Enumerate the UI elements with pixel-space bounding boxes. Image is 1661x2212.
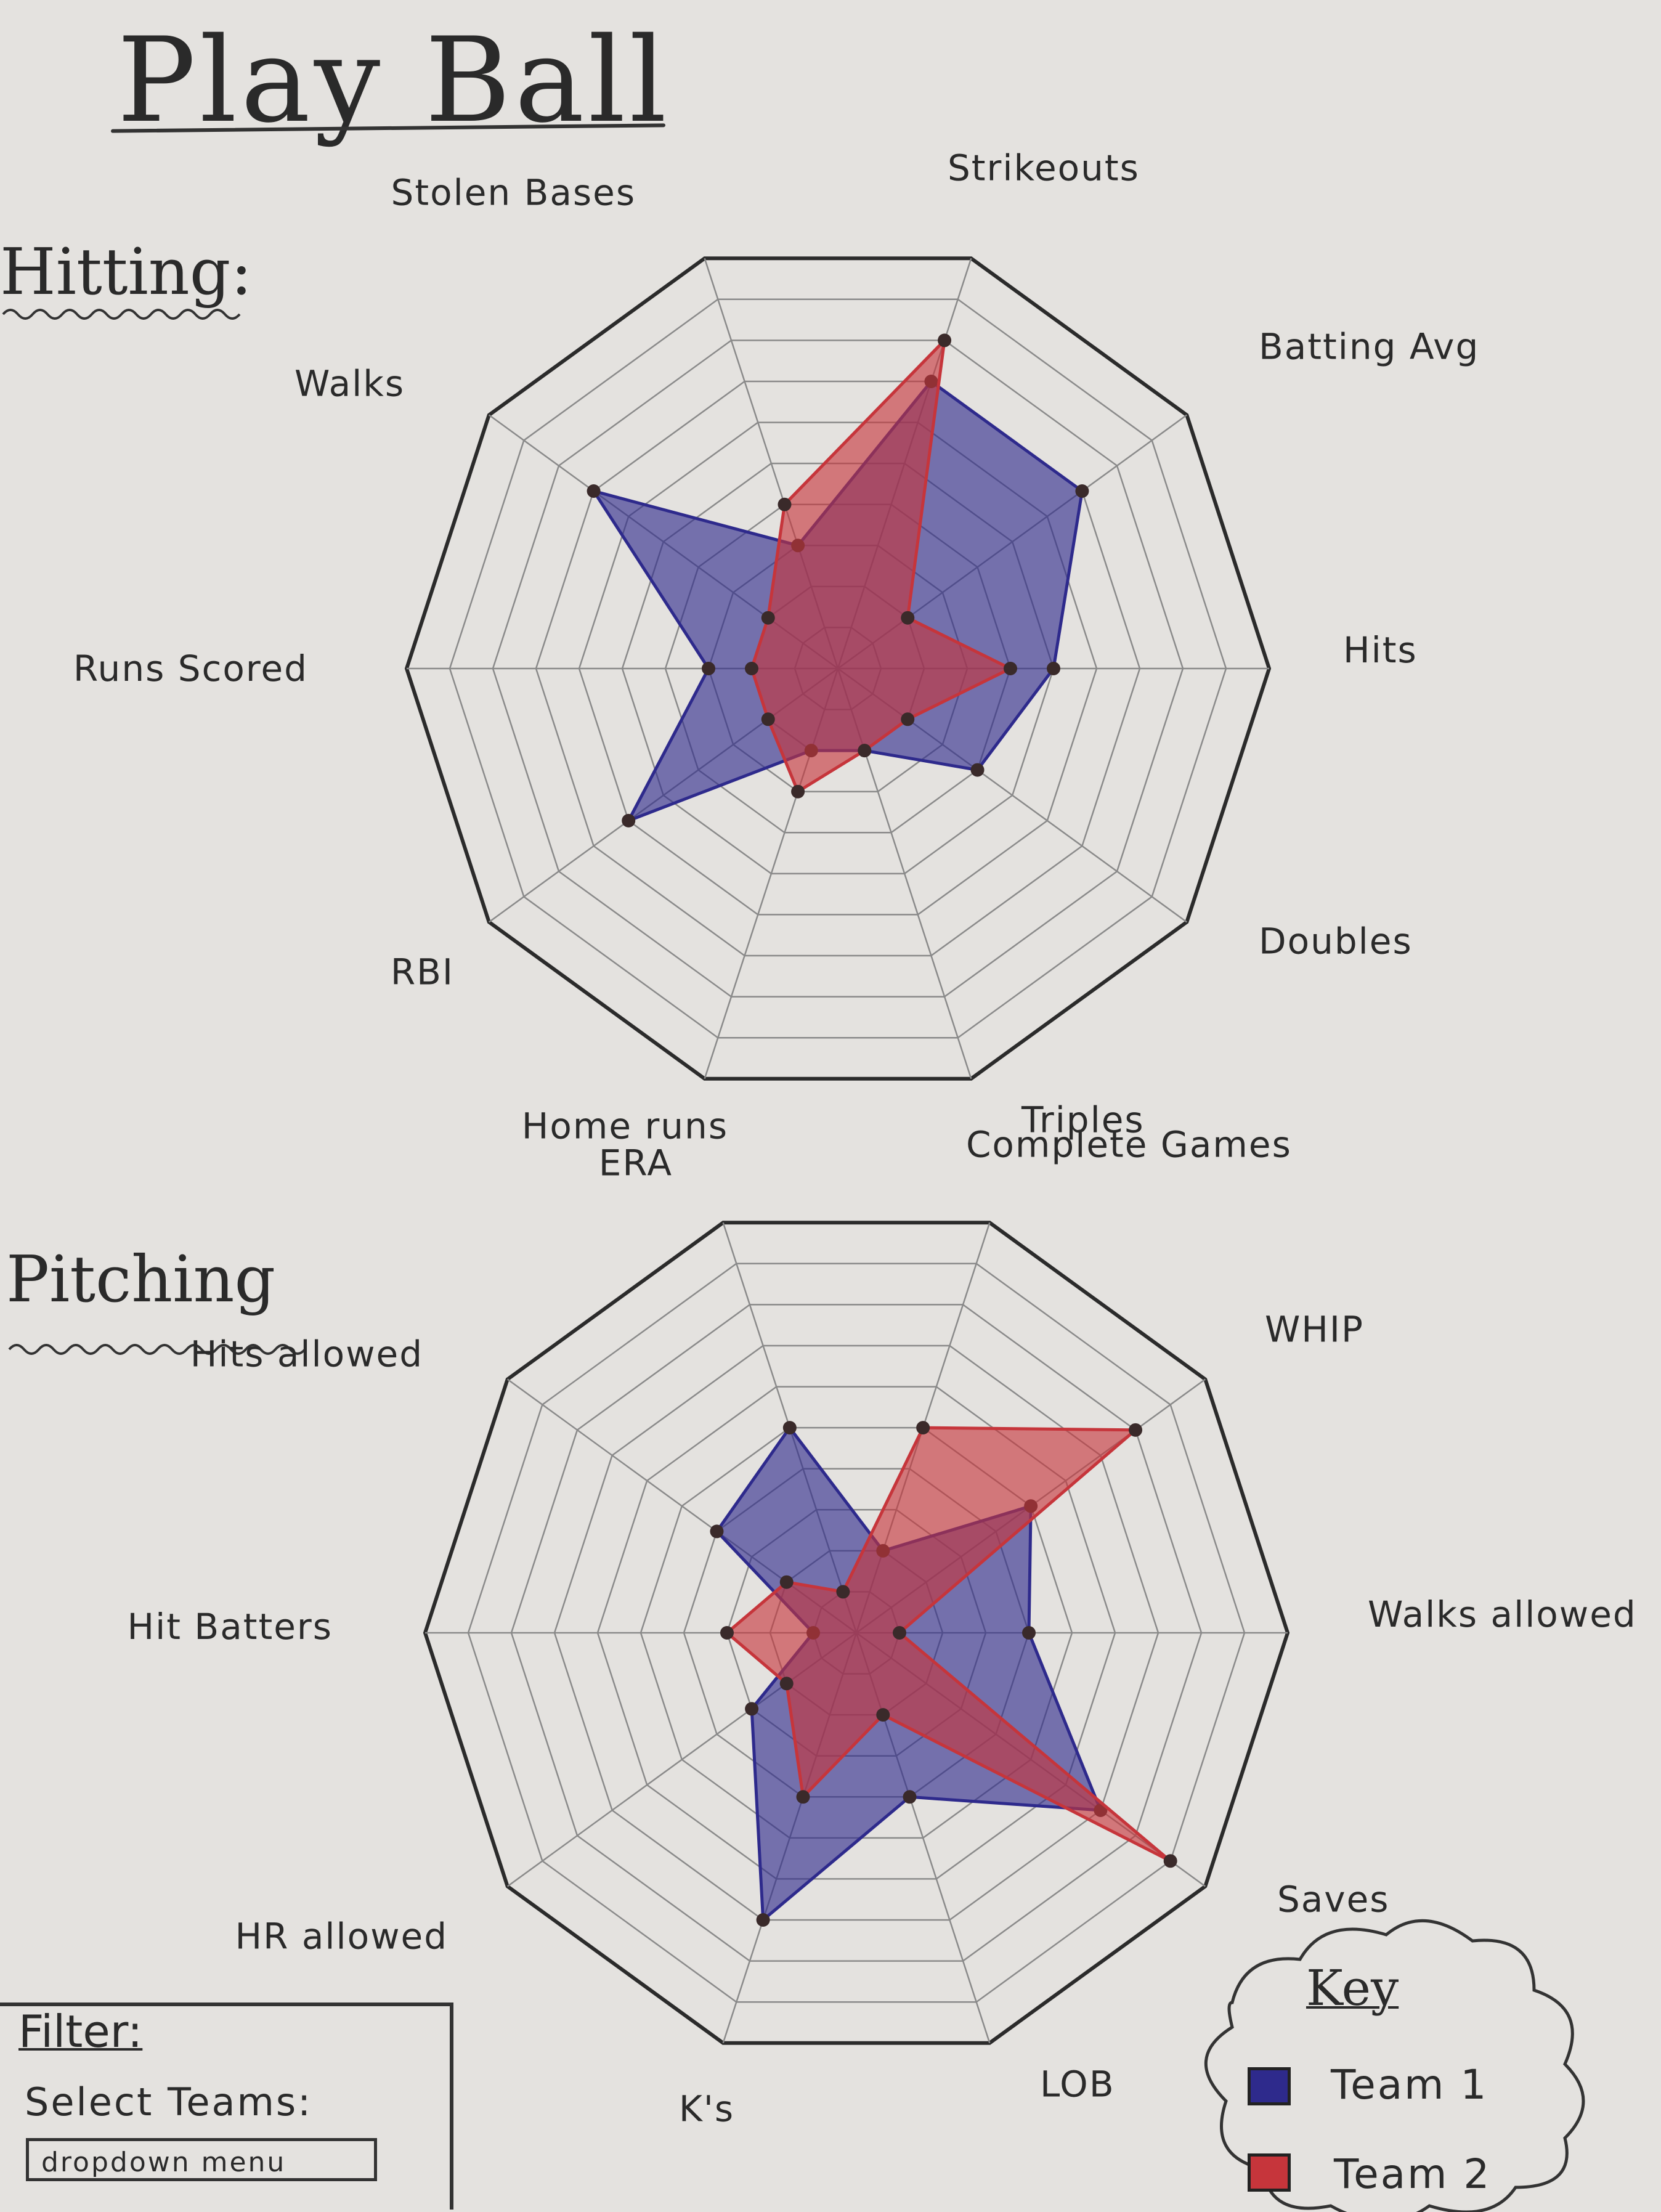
hitting-section-label: Hitting: — [0, 234, 253, 309]
axis-label-runs-scored: Runs Scored — [73, 648, 308, 689]
data-point-team1-hits — [1047, 662, 1060, 675]
data-point-team1-walks-allowed — [1022, 1626, 1036, 1640]
select-teams-label: Select Teams: — [25, 2080, 313, 2125]
data-point-team2-rbi — [761, 712, 775, 726]
data-point-team1-rbi — [622, 813, 636, 827]
axis-label-era: ERA — [599, 1142, 673, 1184]
team-dropdown[interactable]: dropdown menu — [26, 2138, 377, 2181]
hitting-squiggle — [2, 309, 241, 320]
data-point-team2-hits-allowed — [779, 1575, 794, 1589]
data-point-team1-runs-scored — [702, 662, 715, 675]
axis-label-hit-batters: Hit Batters — [128, 1606, 333, 1648]
team1-legend-label: Team 1 — [1331, 2061, 1488, 2108]
axis-label-walks-allowed: Walks allowed — [1368, 1593, 1637, 1635]
axis-label-rbi: RBI — [391, 951, 454, 993]
data-point-team2-home-runs — [791, 784, 805, 799]
data-point-team1-lob — [903, 1790, 917, 1804]
data-point-team2-hr-allowed — [779, 1677, 794, 1691]
axis-label-hits-allowed: Hits allowed — [190, 1333, 423, 1375]
data-point-team2-era — [836, 1585, 850, 1599]
data-point-team2-stolen-bases — [778, 497, 792, 511]
axis-label-hr-allowed: HR allowed — [235, 1916, 449, 1958]
filter-title: Filter: — [18, 2006, 143, 2057]
axis-label-triples: Triples — [1021, 1099, 1145, 1141]
data-point-team2-saves — [1163, 1854, 1177, 1868]
axis-label-batting-avg: Batting Avg — [1259, 325, 1479, 367]
radar-chart-hitting: Strikeouts Batting Avg Hits Doubles Triples H… — [73, 147, 1479, 1147]
data-point-team2-lob — [876, 1708, 890, 1722]
pitching-section-label: Pitching — [6, 1242, 276, 1317]
data-point-team1-era — [782, 1421, 797, 1435]
axis-label-home-runs: Home runs — [522, 1105, 728, 1147]
data-point-team2-walks — [761, 611, 775, 625]
axis-label-whip: WHIP — [1265, 1308, 1364, 1350]
axis-label-doubles: Doubles — [1259, 921, 1413, 962]
data-point-team1-doubles — [970, 763, 985, 777]
axis-label-strikeouts: Strikeouts — [948, 147, 1140, 189]
data-point-team2-complete-games — [916, 1421, 930, 1435]
data-point-team1-hits-allowed — [710, 1524, 724, 1539]
key-cloud-outline — [1204, 1919, 1585, 2212]
data-point-team2-strikeouts — [938, 333, 952, 348]
data-point-team1-batting-avg — [1075, 484, 1089, 498]
axis-label-stolen-bases: Stolen Bases — [391, 172, 636, 214]
axis-label-k-s: K's — [679, 2088, 734, 2129]
axis-label-saves: Saves — [1277, 1879, 1390, 1921]
data-point-team2-doubles — [901, 712, 915, 726]
team2-legend-label: Team 2 — [1334, 2150, 1492, 2198]
data-point-team2-whip — [1129, 1423, 1143, 1437]
data-point-team1-walks — [587, 484, 601, 498]
data-point-team2-hit-batters — [720, 1626, 734, 1640]
axis-label-lob: LOB — [1040, 2063, 1115, 2105]
data-point-team2-hits — [1004, 662, 1017, 675]
data-point-team2-runs-scored — [745, 662, 758, 675]
team2-legend-swatch — [1248, 2153, 1291, 2192]
axis-label-walks: Walks — [294, 362, 405, 404]
radar-chart-pitching: WHIP Walks allowed Saves LOB K's HR allowed Hi… — [128, 1124, 1637, 2130]
data-point-team2-triples — [858, 744, 872, 758]
team1-legend-swatch — [1248, 2067, 1291, 2105]
filter-panel — [0, 2003, 453, 2210]
data-point-team1-hr-allowed — [745, 1702, 759, 1716]
key-title: Key — [1306, 1959, 1399, 2017]
data-point-team2-walks-allowed — [893, 1626, 906, 1640]
data-point-team2-batting-avg — [901, 611, 915, 625]
pitching-squiggle — [8, 1344, 306, 1355]
data-point-team1-k-s — [756, 1913, 770, 1927]
axis-label-hits: Hits — [1343, 629, 1418, 671]
axis-label-complete-games: Complete Games — [966, 1124, 1292, 1166]
data-point-team2-k-s — [796, 1790, 810, 1804]
